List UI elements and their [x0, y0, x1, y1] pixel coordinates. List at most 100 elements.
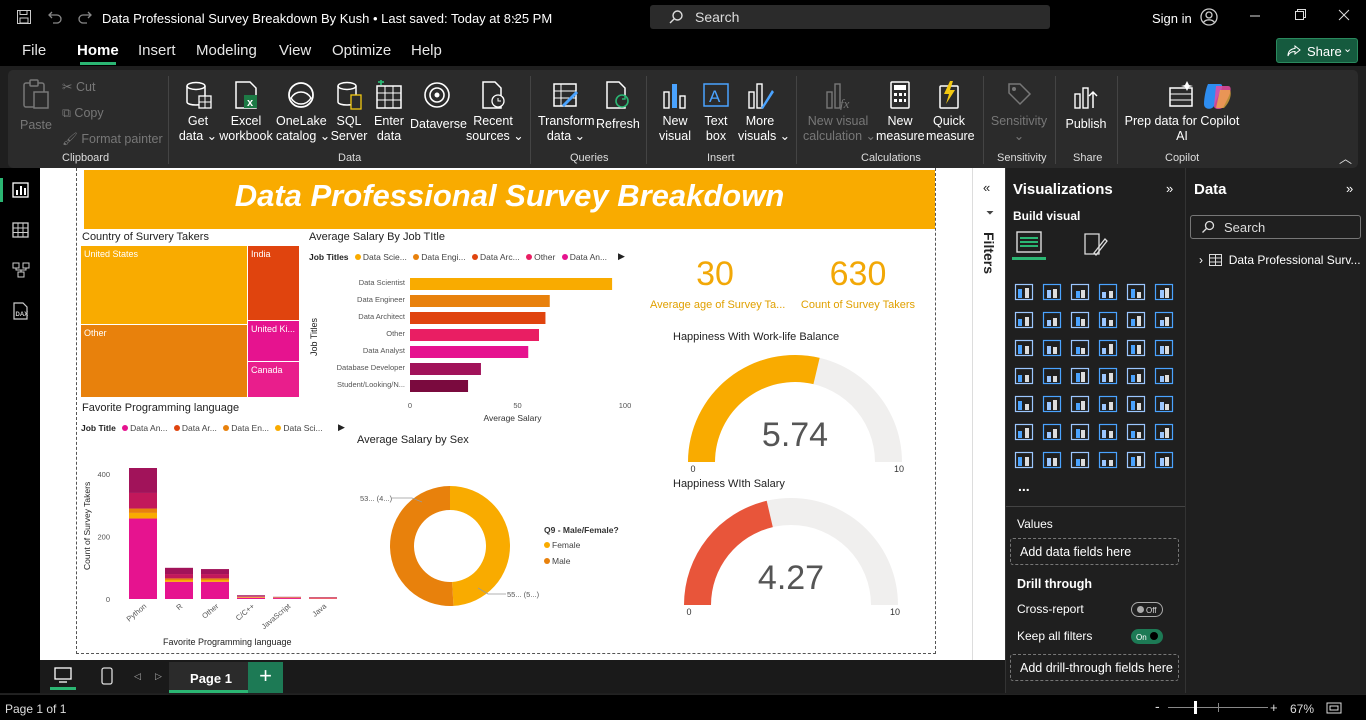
azure-map-visual-icon[interactable] [1098, 367, 1118, 385]
paginated-visual-icon[interactable] [1154, 423, 1174, 441]
sign-in-link[interactable]: Sign in [1152, 11, 1192, 26]
waterfall-visual-icon[interactable] [1126, 311, 1146, 329]
legend-next-icon[interactable]: ▶ [618, 251, 625, 261]
new-measure-button[interactable]: New measure [876, 80, 925, 144]
quick-measure-button[interactable]: Quick measure [926, 80, 975, 144]
cross-report-toggle[interactable]: Off [1131, 602, 1163, 617]
menu-help[interactable]: Help [411, 42, 442, 59]
matrix-visual-icon[interactable] [1126, 395, 1146, 413]
collapse-visualizations-icon[interactable]: » [1166, 181, 1174, 196]
copy-button[interactable]: ⧉ Copy [62, 106, 104, 121]
card-visual-icon[interactable] [1154, 367, 1174, 385]
salary-job-bar-chart[interactable]: Data Scientist Data Engineer Data Architec… [320, 272, 640, 424]
area-visual-icon[interactable] [1042, 311, 1062, 329]
legend-item[interactable]: Data Engi... [421, 252, 466, 262]
clustered-column-visual-icon[interactable] [1098, 283, 1118, 301]
gauge-salary[interactable]: 4.27 0 10 [676, 493, 906, 618]
legend-item[interactable]: Data Scie... [362, 252, 407, 262]
collapse-data-icon[interactable]: » [1346, 181, 1354, 196]
prep-data-copilot-button[interactable]: Prep data for Copilot AI [1124, 80, 1240, 144]
stacked-bar-segment[interactable] [165, 579, 193, 582]
bar[interactable] [410, 312, 546, 324]
fit-to-page-icon[interactable] [1326, 702, 1342, 717]
stacked-bar-segment[interactable] [201, 578, 229, 580]
line-clustered-visual-icon[interactable] [1014, 339, 1034, 357]
next-page-icon[interactable]: ▷ [155, 671, 162, 681]
stacked-column-visual-icon[interactable] [1042, 283, 1062, 301]
legend-item[interactable]: Male [552, 556, 571, 566]
avatar-icon[interactable] [1200, 8, 1218, 31]
prog-stacked-column-chart[interactable]: 0 200 400 Python R Other C/C++ JavaScript Java [94, 460, 358, 638]
expand-filters-icon[interactable]: « [983, 180, 991, 195]
stacked-bar-segment[interactable] [309, 598, 337, 599]
100-bar-visual-icon[interactable] [1126, 283, 1146, 301]
kpi-visual-icon[interactable] [1042, 395, 1062, 413]
stacked-bar-segment[interactable] [129, 468, 157, 493]
shape-visual-icon[interactable] [1126, 451, 1146, 469]
get-data-button[interactable]: Get data ⌄ [176, 80, 220, 144]
menu-insert[interactable]: Insert [138, 42, 176, 59]
zoom-slider-thumb[interactable] [1194, 701, 1197, 714]
enter-data-button[interactable]: Enter data [371, 80, 407, 144]
report-view-icon[interactable] [12, 182, 30, 198]
stacked-bar-segment[interactable] [237, 597, 265, 598]
new-visual-button[interactable]: New visual [656, 80, 694, 144]
dataverse-button[interactable]: Dataverse [410, 80, 467, 132]
format-painter-button[interactable]: 🖌 Format painter [62, 132, 163, 147]
redo-icon[interactable] [77, 9, 93, 30]
legend-item[interactable]: Data An... [569, 252, 608, 262]
r-visual-visual-icon[interactable] [1154, 395, 1174, 413]
more-visuals-button[interactable]: More visuals ⌄ [738, 80, 790, 144]
multi-card-visual-icon[interactable] [1014, 395, 1034, 413]
excel-workbook-button[interactable]: x Excel workbook [218, 80, 274, 144]
table-visual-icon[interactable] [1098, 395, 1118, 413]
bar[interactable] [410, 346, 529, 358]
scatter-visual-icon[interactable] [1098, 339, 1118, 357]
keep-filters-toggle[interactable]: On [1131, 629, 1163, 644]
pie-visual-icon[interactable] [1126, 339, 1146, 357]
gauge-visual-icon[interactable] [1126, 367, 1146, 385]
power-automate-visual-icon[interactable] [1070, 451, 1090, 469]
donut-visual-icon[interactable] [1154, 339, 1174, 357]
recent-sources-button[interactable]: Recent sources ⌄ [466, 80, 524, 144]
more-visual-types-button[interactable]: ... [1018, 478, 1030, 494]
copilot-icon[interactable] [1200, 80, 1234, 117]
new-visual-calculation-button[interactable]: fx New visual calculation ⌄ [803, 80, 876, 144]
map-visual-icon[interactable] [1042, 367, 1062, 385]
gauge-worklife[interactable]: 5.74 0 10 [680, 350, 910, 475]
treemap-visual-icon[interactable] [1014, 367, 1034, 385]
share-button[interactable]: Share ⌄ [1276, 38, 1358, 63]
legend-item[interactable]: Data Sci... [283, 423, 323, 433]
title-dropdown-icon[interactable]: ⌄ [510, 9, 521, 23]
collapse-ribbon-icon[interactable]: ︿ [1339, 151, 1353, 166]
sex-donut-chart[interactable] [390, 486, 510, 606]
publish-button[interactable]: Publish [1063, 80, 1109, 132]
gauge-fill[interactable] [688, 355, 820, 462]
donut-slice[interactable] [390, 486, 454, 606]
clustered-bar-visual-icon[interactable] [1070, 283, 1090, 301]
save-icon[interactable] [16, 9, 32, 30]
legend-item[interactable]: Data En... [231, 423, 270, 433]
qa-visual-icon[interactable] [1098, 423, 1118, 441]
page-tab-page-1[interactable]: Page 1 [169, 662, 253, 693]
line-column-visual-icon[interactable] [1154, 311, 1174, 329]
minimize-icon[interactable] [1249, 8, 1261, 26]
refresh-button[interactable]: Refresh [596, 80, 640, 132]
undo-icon[interactable] [47, 9, 63, 30]
menu-file[interactable]: File [22, 42, 47, 59]
close-icon[interactable] [1338, 8, 1350, 26]
menu-optimize[interactable]: Optimize [332, 42, 392, 59]
stacked-bar-segment[interactable] [129, 518, 157, 599]
menu-home[interactable]: Home [77, 42, 119, 59]
data-table-item[interactable]: › Data Professional Surv... [1199, 253, 1361, 267]
model-view-icon[interactable] [12, 262, 30, 278]
previous-page-icon[interactable]: ◁ [134, 671, 141, 681]
zoom-in-button[interactable]: + [1270, 700, 1278, 715]
legend-item[interactable]: Other [534, 252, 556, 262]
line-visual-icon[interactable] [1014, 311, 1034, 329]
gauge-fill[interactable] [684, 500, 773, 605]
smart-narrative-visual-icon[interactable] [1126, 423, 1146, 441]
menu-view[interactable]: View [279, 42, 312, 59]
stacked-area-visual-icon[interactable] [1070, 311, 1090, 329]
format-visual-icon[interactable] [1082, 231, 1108, 262]
